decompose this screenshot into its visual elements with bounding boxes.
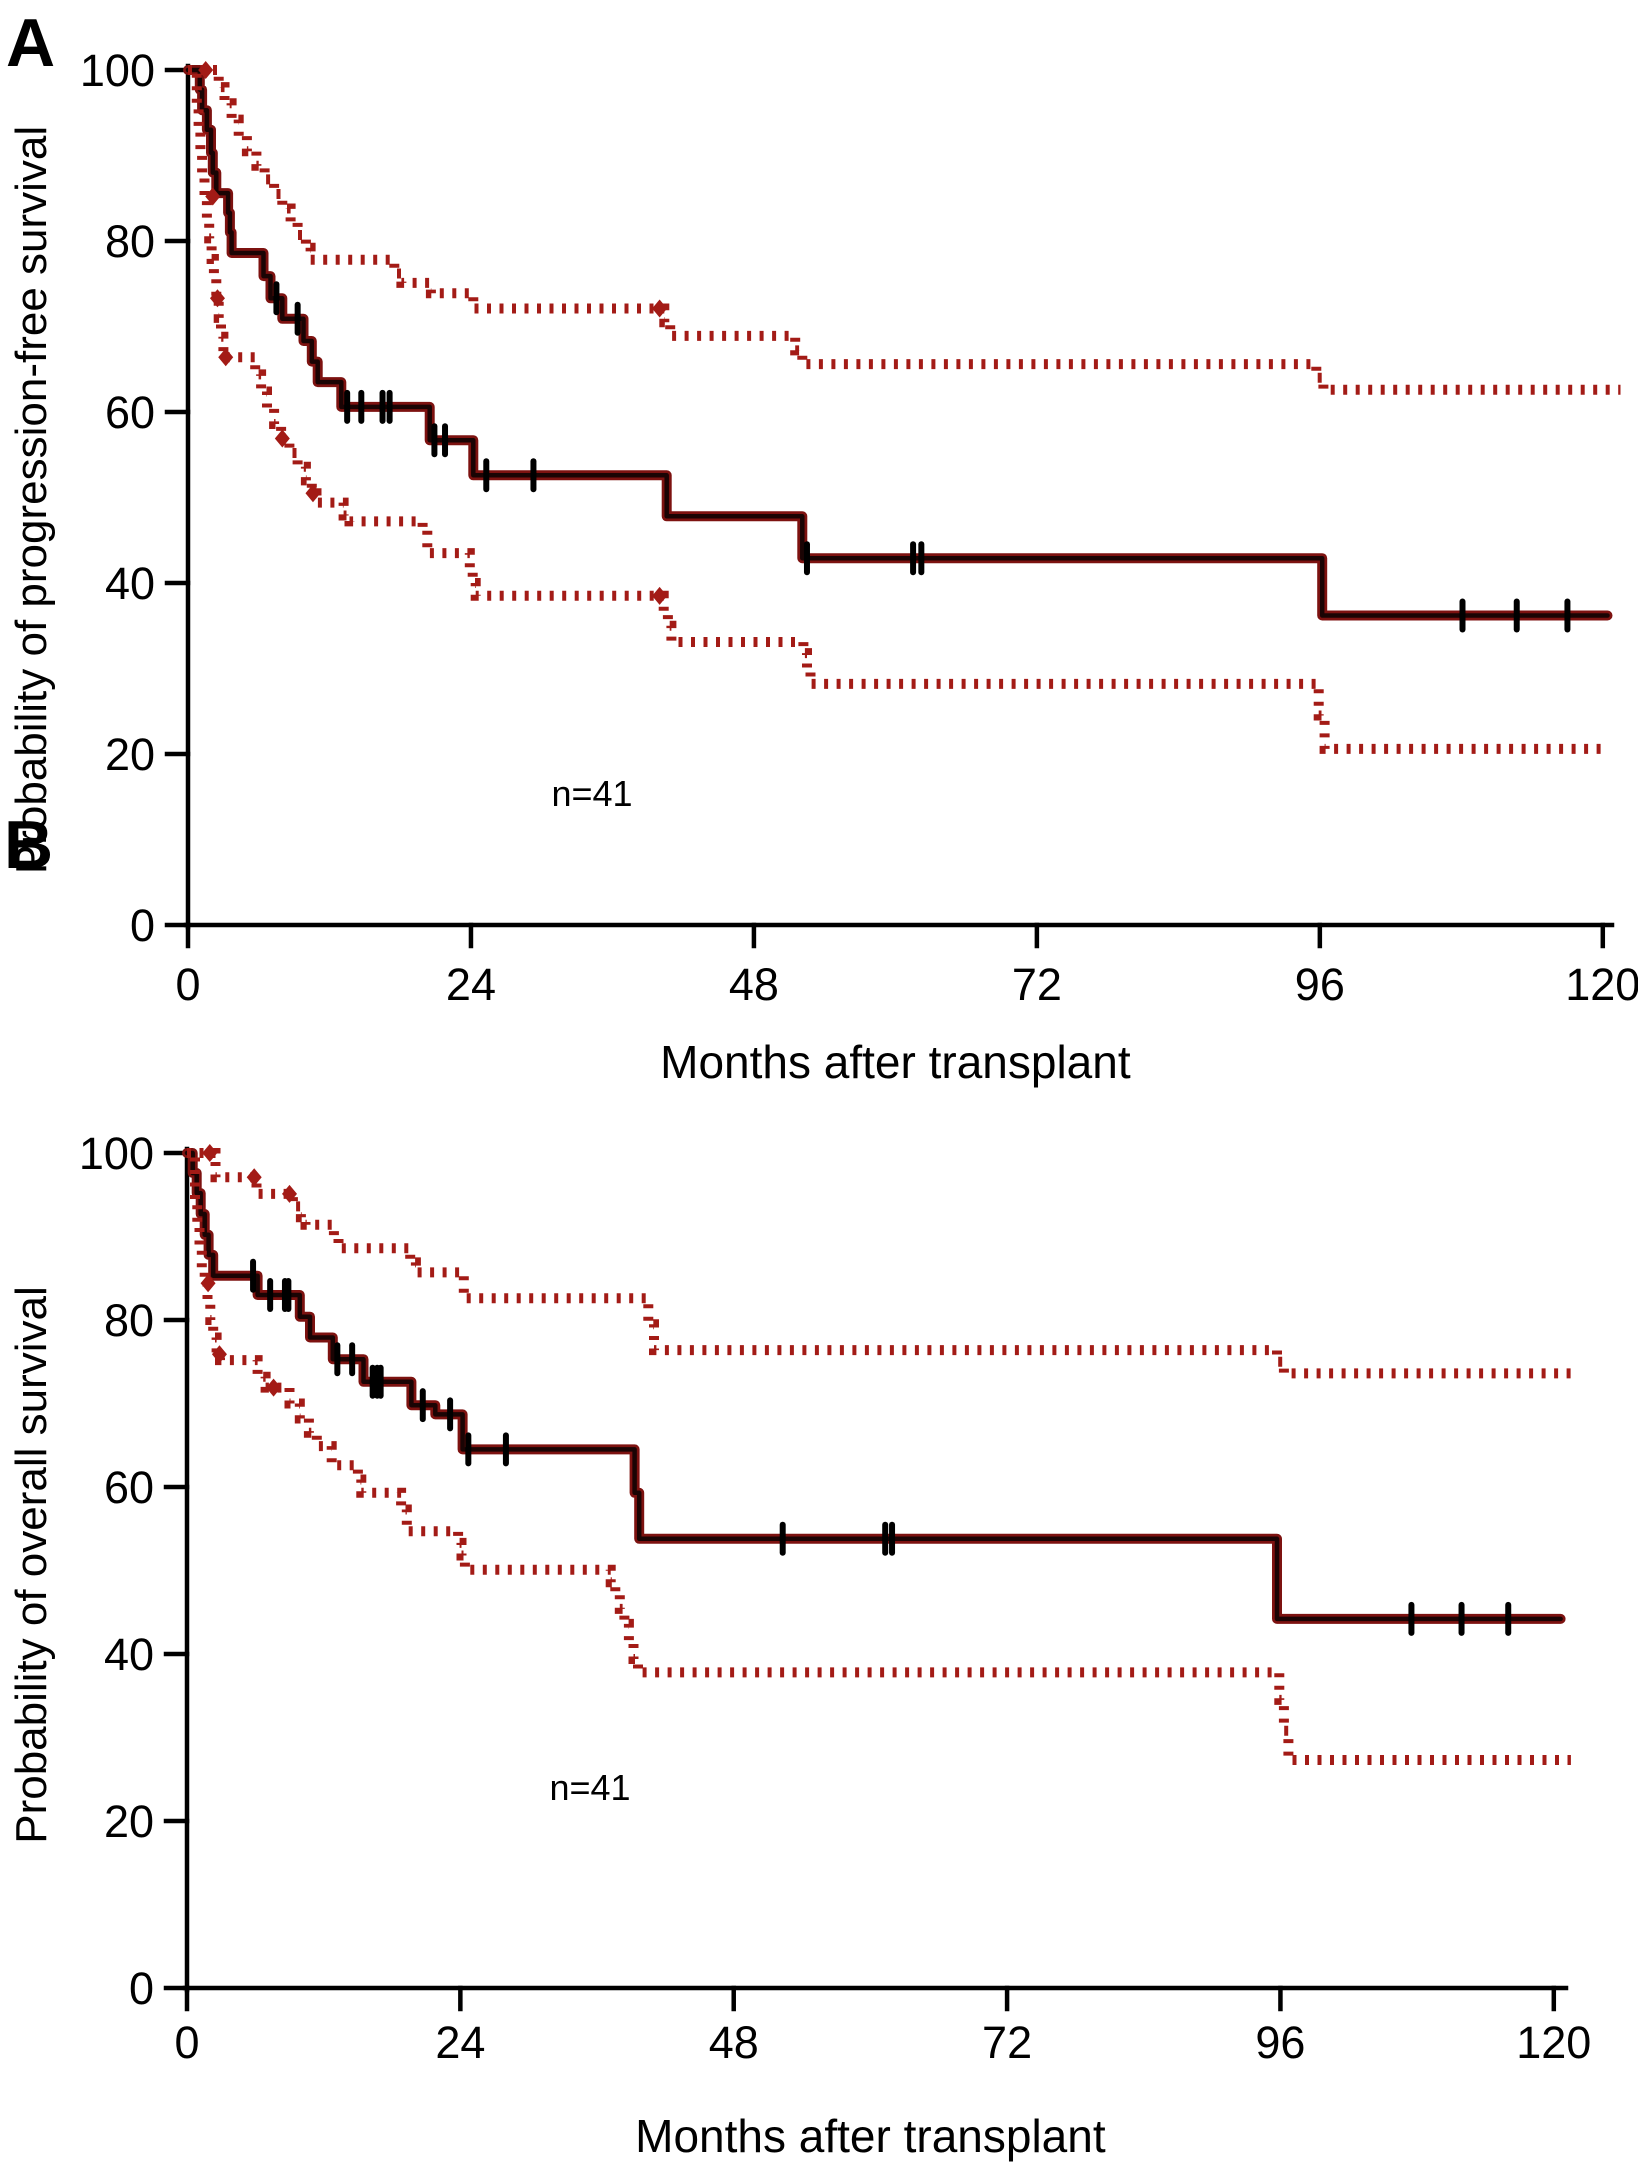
y-axis-title: Probability of overall survival <box>7 1286 56 1844</box>
ci-diamond-marker <box>211 1345 227 1364</box>
y-tick-label: 80 <box>104 1295 154 1346</box>
axes <box>164 63 1615 949</box>
ci-diamond-marker <box>246 1168 262 1187</box>
panel-B: 0 20 40 60 80 100 0 24 48 72 96 120 Months after tra… <box>4 807 1591 2162</box>
ci-diamond-marker <box>266 1378 282 1397</box>
x-tick-label: 96 <box>1295 959 1345 1010</box>
y-tick-label: 80 <box>105 216 155 267</box>
y-axis-title: Probability of progression-free survival <box>7 126 56 874</box>
y-tick-label: 60 <box>105 387 155 438</box>
y-tick-label: 100 <box>80 45 155 96</box>
ci-diamond-marker <box>205 187 221 206</box>
x-tick-label: 96 <box>1255 2017 1305 2068</box>
y-tick-label: 60 <box>104 1462 154 1513</box>
y-tick-label: 0 <box>129 1963 154 2014</box>
ci-diamond-marker <box>652 586 668 605</box>
ci-diamond-marker <box>209 289 225 308</box>
ci-diamond-marker <box>218 348 234 367</box>
panel-letter: A <box>6 5 55 81</box>
x-axis-title: Months after transplant <box>660 1036 1131 1088</box>
x-tick-label: 72 <box>1012 959 1062 1010</box>
x-tick-label: 72 <box>982 2017 1032 2068</box>
sample-size-annotation: n=41 <box>549 1767 630 1808</box>
ci-diamond-marker <box>200 1274 216 1293</box>
x-axis-title: Months after transplant <box>635 2110 1106 2162</box>
panel-A: 0 20 40 60 80 100 0 24 48 72 96 120 Months after tra… <box>6 5 1638 1088</box>
km-curve-line <box>184 1150 1563 1622</box>
confidence-interval-line <box>188 65 1621 395</box>
confidence-interval-line <box>188 65 1606 754</box>
ci-diamond-marker <box>274 429 290 448</box>
ci-diamond-marker <box>305 484 321 503</box>
y-tick-label: 0 <box>130 900 155 951</box>
y-tick-label: 20 <box>104 1796 154 1847</box>
x-tick-label: 48 <box>729 959 779 1010</box>
x-tick-label: 120 <box>1516 2017 1591 2068</box>
panel-letter: B <box>4 807 53 883</box>
km-curve-line <box>185 67 1610 618</box>
y-tick-label: 100 <box>79 1128 154 1179</box>
x-tick-label: 0 <box>175 959 200 1010</box>
x-tick-label: 24 <box>446 959 496 1010</box>
axes <box>163 1146 1569 2012</box>
ci-diamond-marker <box>652 299 668 318</box>
x-tick-label: 48 <box>709 2017 759 2068</box>
x-tick-label: 0 <box>174 2017 199 2068</box>
x-tick-label: 120 <box>1565 959 1638 1010</box>
y-tick-label: 20 <box>105 729 155 780</box>
ci-diamond-marker <box>282 1184 298 1203</box>
sample-size-annotation: n=41 <box>551 773 632 814</box>
x-tick-label: 24 <box>435 2017 485 2068</box>
ci-diamond-marker <box>202 1144 218 1162</box>
y-tick-label: 40 <box>104 1629 154 1680</box>
y-tick-label: 40 <box>105 558 155 609</box>
ci-diamond-marker <box>198 61 214 79</box>
